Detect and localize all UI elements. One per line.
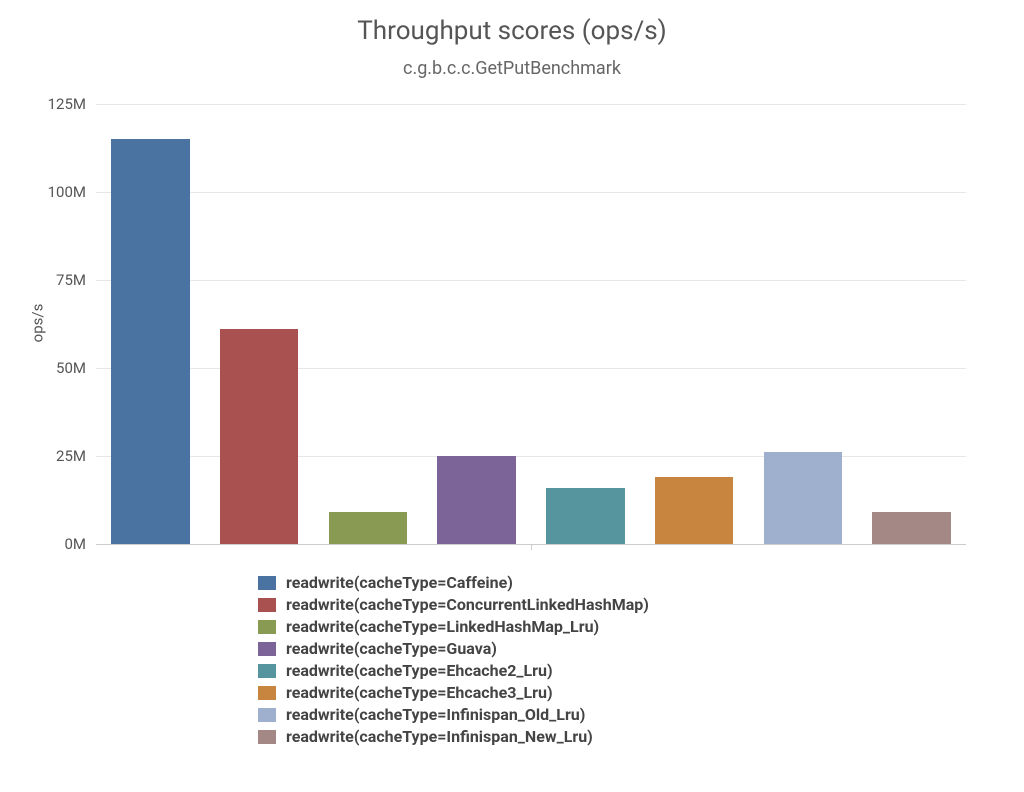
gridline [96,104,966,105]
legend-swatch [258,642,276,656]
legend-label: readwrite(cacheType=Ehcache2_Lru) [286,661,553,680]
legend-item: readwrite(cacheType=LinkedHashMap_Lru) [258,617,649,636]
legend: readwrite(cacheType=Caffeine) readwrite(c… [258,573,649,749]
legend-label: readwrite(cacheType=Guava) [286,639,497,658]
legend-swatch [258,576,276,590]
y-tick-label: 125M [48,95,96,113]
legend-label: readwrite(cacheType=Infinispan_New_Lru) [286,727,593,746]
legend-item: readwrite(cacheType=ConcurrentLinkedHash… [258,595,649,614]
legend-label: readwrite(cacheType=Ehcache3_Lru) [286,683,553,702]
legend-item: readwrite(cacheType=Guava) [258,639,649,658]
legend-label: readwrite(cacheType=LinkedHashMap_Lru) [286,617,599,636]
y-tick-label: 50M [56,359,96,377]
legend-item: readwrite(cacheType=Infinispan_New_Lru) [258,727,649,746]
y-tick-label: 75M [56,271,96,289]
x-axis-tick [531,544,532,550]
legend-label: readwrite(cacheType=Caffeine) [286,573,513,592]
y-tick-label: 0M [64,535,96,553]
bar [111,139,189,544]
throughput-chart: Throughput scores (ops/s) c.g.b.c.c.GetP… [0,0,1024,792]
legend-item: readwrite(cacheType=Caffeine) [258,573,649,592]
bar [329,512,407,544]
bar [764,452,842,544]
y-tick-label: 25M [56,447,96,465]
bar [437,456,515,544]
legend-item: readwrite(cacheType=Ehcache3_Lru) [258,683,649,702]
y-tick-label: 100M [48,183,96,201]
legend-swatch [258,708,276,722]
gridline [96,192,966,193]
legend-swatch [258,664,276,678]
gridline [96,280,966,281]
legend-item: readwrite(cacheType=Ehcache2_Lru) [258,661,649,680]
legend-swatch [258,730,276,744]
legend-label: readwrite(cacheType=Infinispan_Old_Lru) [286,705,585,724]
legend-label: readwrite(cacheType=ConcurrentLinkedHash… [286,595,649,614]
y-axis-label: ops/s [28,304,46,343]
legend-swatch [258,598,276,612]
legend-swatch [258,686,276,700]
legend-item: readwrite(cacheType=Infinispan_Old_Lru) [258,705,649,724]
plot-area: 0M25M50M75M100M125M [96,104,966,544]
bar [872,512,950,544]
chart-title: Throughput scores (ops/s) [0,16,1024,46]
chart-subtitle: c.g.b.c.c.GetPutBenchmark [0,58,1024,79]
bar [546,488,624,544]
bar [220,329,298,544]
bar [655,477,733,544]
legend-swatch [258,620,276,634]
